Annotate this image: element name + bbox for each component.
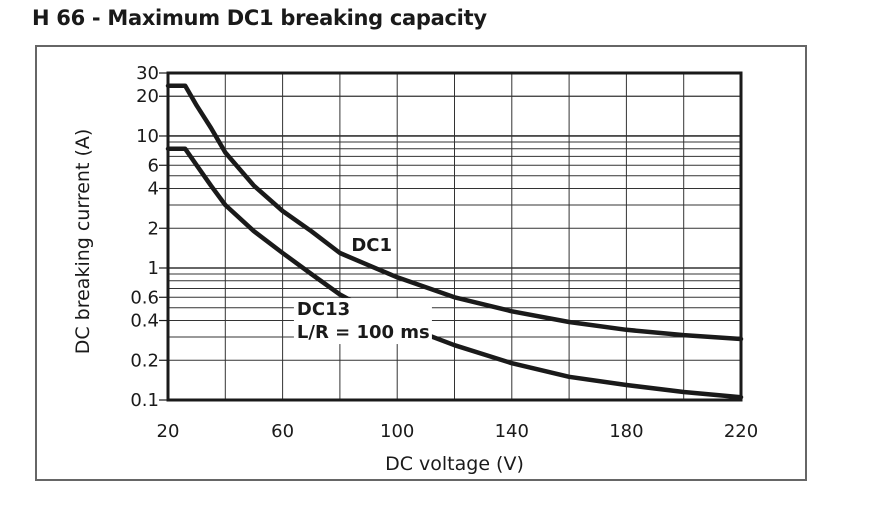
y-tick-label: 6 <box>148 155 159 176</box>
series-label-dc13-lr: L/R = 100 ms <box>297 322 430 343</box>
series-label-dc1: DC1 <box>351 235 392 256</box>
y-tick-label: 1 <box>148 258 159 279</box>
series-label-background <box>293 298 432 345</box>
x-tick-label: 60 <box>271 421 294 442</box>
x-tick-label: 20 <box>157 421 180 442</box>
x-tick-label: 220 <box>724 421 758 442</box>
y-tick-label: 0.6 <box>130 287 159 308</box>
y-tick-label: 10 <box>136 126 159 147</box>
series-group <box>165 83 744 400</box>
x-tick-label: 180 <box>609 421 643 442</box>
series-line-dc1 <box>165 83 744 342</box>
x-axis-label: DC voltage (V) <box>385 453 524 475</box>
plot-frame <box>166 71 743 402</box>
y-axis-label: DC breaking current (A) <box>72 129 94 355</box>
y-tick-label: 30 <box>136 63 159 84</box>
y-tick-label: 4 <box>148 179 159 200</box>
x-tick-label: 140 <box>495 421 529 442</box>
chart-title: H 66 - Maximum DC1 breaking capacity <box>32 6 487 30</box>
y-tick-label: 2 <box>148 218 159 239</box>
series-line-dc13 <box>165 146 744 400</box>
y-tick-label: 0.1 <box>130 390 159 411</box>
grid <box>167 72 742 401</box>
y-tick-label: 0.4 <box>130 311 159 332</box>
x-tick-label: 100 <box>380 421 414 442</box>
chart-panel <box>35 45 807 481</box>
series-label-dc13: DC13 <box>297 299 350 320</box>
y-tick-label: 20 <box>136 86 159 107</box>
y-tick-label: 0.2 <box>130 350 159 371</box>
